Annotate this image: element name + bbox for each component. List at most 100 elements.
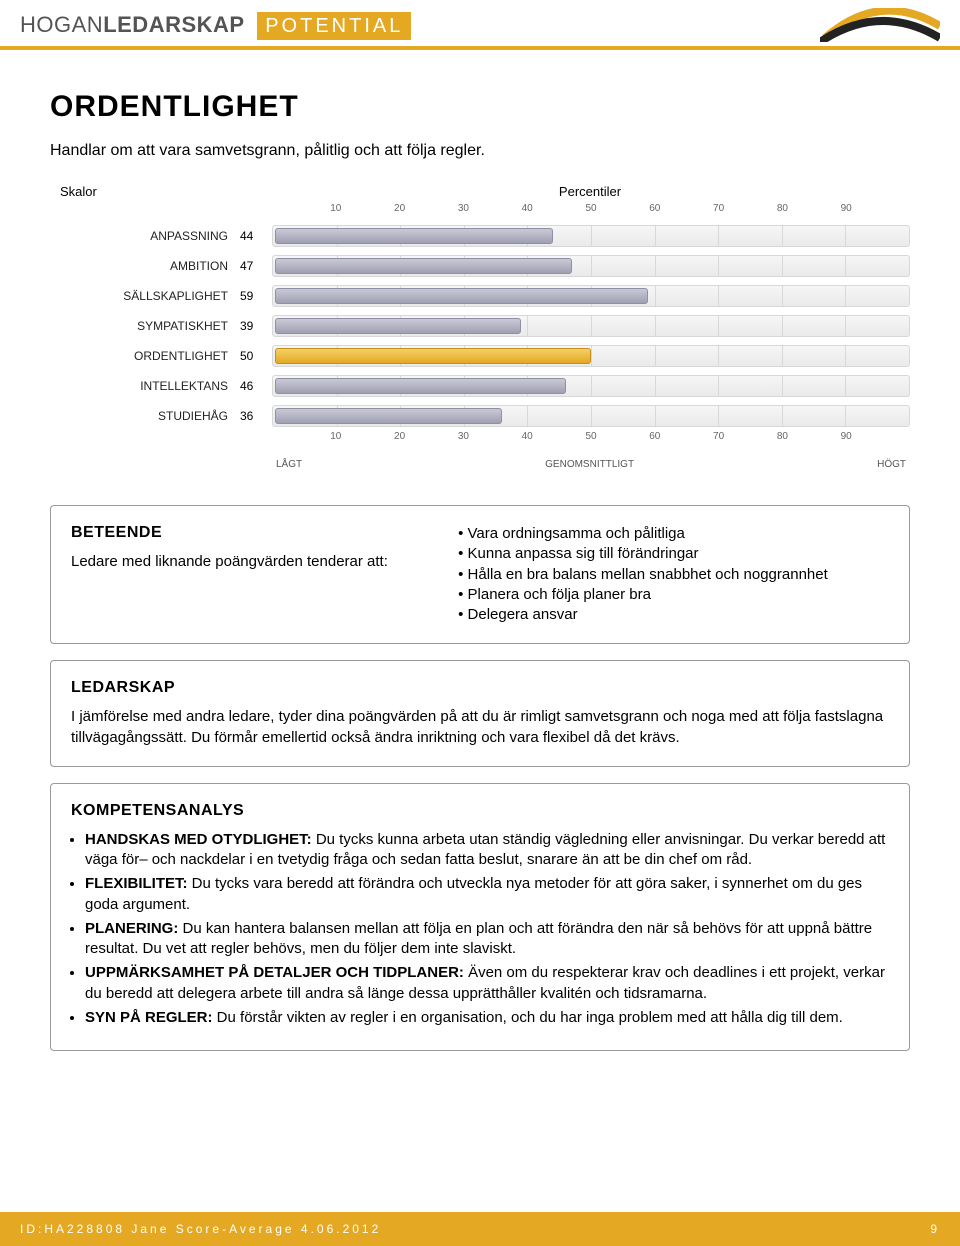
axis-tick: 20 — [394, 203, 405, 214]
footer-page-number: 9 — [930, 1222, 940, 1236]
footer-id: ID:HA228808 Jane Score-Average 4.06.2012 — [20, 1222, 381, 1236]
bar-row: SYMPATISKHET39 — [50, 311, 910, 341]
page-subtitle: Handlar om att vara samvetsgrann, pålitl… — [50, 142, 910, 160]
kompetens-item: SYN PÅ REGLER: Du förstår vikten av regl… — [85, 1008, 889, 1028]
swoosh-icon — [820, 8, 940, 42]
kompetens-item: PLANERING: Du kan hantera balansen mella… — [85, 919, 889, 960]
bar-value: 47 — [240, 259, 272, 273]
axis-tick: 40 — [522, 431, 533, 442]
axis-tick: 80 — [777, 203, 788, 214]
bar-fill — [275, 408, 502, 424]
beteende-intro: Ledare med liknande poängvärden tenderar… — [71, 552, 430, 572]
percentile-chart: Skalor Percentiler 10 20 30 40 50 60 70 80 90 AN… — [50, 184, 910, 475]
bar-label: INTELLEKTANS — [50, 379, 240, 393]
bar-value: 44 — [240, 229, 272, 243]
bar-row: SÄLLSKAPLIGHET59 — [50, 281, 910, 311]
beteende-list: Vara ordningsamma och pålitligaKunna anp… — [458, 524, 889, 625]
beteende-item: Delegera ansvar — [458, 605, 889, 625]
axis-tick: 10 — [330, 203, 341, 214]
bar-label: ANPASSNING — [50, 229, 240, 243]
axis-tick: 60 — [649, 431, 660, 442]
bar-track — [272, 315, 910, 337]
brand-bold: LEDARSKAP — [103, 12, 244, 37]
brand-badge: POTENTIAL — [257, 12, 411, 40]
kompetens-item: HANDSKAS MED OTYDLIGHET: Du tycks kunna … — [85, 830, 889, 871]
bar-fill — [275, 228, 553, 244]
axis-tick: 30 — [458, 431, 469, 442]
bar-track — [272, 375, 910, 397]
page-title: ORDENTLIGHET — [50, 90, 910, 124]
bar-fill — [275, 318, 521, 334]
bar-row: INTELLEKTANS46 — [50, 371, 910, 401]
bar-value: 39 — [240, 319, 272, 333]
chart-percentiler-label: Percentiler — [240, 184, 910, 199]
kompetens-box: KOMPETENSANALYS HANDSKAS MED OTYDLIGHET:… — [50, 783, 910, 1051]
axis-tick: 50 — [585, 431, 596, 442]
bar-label: SYMPATISKHET — [50, 319, 240, 333]
bar-fill — [275, 288, 648, 304]
bar-track — [272, 225, 910, 247]
kompetens-lead: FLEXIBILITET: — [85, 875, 188, 892]
brand-title: HOGANLEDARSKAP POTENTIAL — [20, 12, 411, 38]
chart-skalor-label: Skalor — [50, 184, 240, 199]
axis-tick: 70 — [713, 203, 724, 214]
bar-label: AMBITION — [50, 259, 240, 273]
legend-mid: GENOMSNITTLIGT — [545, 459, 634, 470]
kompetens-lead: SYN PÅ REGLER: — [85, 1009, 213, 1026]
kompetens-text: Du förstår vikten av regler i en organis… — [213, 1009, 843, 1026]
bar-row: ORDENTLIGHET50 — [50, 341, 910, 371]
page-footer: ID:HA228808 Jane Score-Average 4.06.2012… — [0, 1212, 960, 1246]
axis-top: 10 20 30 40 50 60 70 80 90 — [50, 203, 910, 221]
beteende-item: Planera och följa planer bra — [458, 585, 889, 605]
axis-ticks-bottom: 10 20 30 40 50 60 70 80 90 — [272, 431, 910, 449]
bar-value: 50 — [240, 349, 272, 363]
kompetens-lead: UPPMÄRKSAMHET PÅ DETALJER OCH TIDPLANER: — [85, 964, 464, 981]
report-header: HOGANLEDARSKAP POTENTIAL — [0, 0, 960, 50]
axis-tick: 80 — [777, 431, 788, 442]
bar-value: 36 — [240, 409, 272, 423]
legend-low: LÅGT — [276, 459, 302, 470]
bar-fill — [275, 348, 591, 364]
ledarskap-heading: LEDARSKAP — [71, 679, 889, 697]
bar-value: 59 — [240, 289, 272, 303]
bar-fill — [275, 378, 566, 394]
axis-tick: 90 — [841, 431, 852, 442]
axis-tick: 20 — [394, 431, 405, 442]
kompetens-item: FLEXIBILITET: Du tycks vara beredd att f… — [85, 874, 889, 915]
beteende-item: Kunna anpassa sig till förändringar — [458, 544, 889, 564]
bar-track — [272, 405, 910, 427]
ledarskap-text: I jämförelse med andra ledare, tyder din… — [71, 707, 889, 748]
kompetens-text: Du kan hantera balansen mellan att följa… — [85, 920, 872, 957]
axis-tick: 30 — [458, 203, 469, 214]
axis-tick: 90 — [841, 203, 852, 214]
bar-label: ORDENTLIGHET — [50, 349, 240, 363]
legend-high: HÖGT — [877, 459, 906, 470]
bar-track — [272, 285, 910, 307]
bar-row: AMBITION47 — [50, 251, 910, 281]
bar-track — [272, 345, 910, 367]
bar-label: STUDIEHÅG — [50, 409, 240, 423]
beteende-item: Vara ordningsamma och pålitliga — [458, 524, 889, 544]
bar-row: ANPASSNING44 — [50, 221, 910, 251]
bar-track — [272, 255, 910, 277]
axis-tick: 40 — [522, 203, 533, 214]
axis-bottom: 10 20 30 40 50 60 70 80 90 — [50, 431, 910, 449]
kompetens-lead: HANDSKAS MED OTYDLIGHET: — [85, 831, 312, 848]
ledarskap-box: LEDARSKAP I jämförelse med andra ledare,… — [50, 660, 910, 767]
bar-fill — [275, 258, 572, 274]
beteende-box: BETEENDE Ledare med liknande poängvärden… — [50, 505, 910, 644]
axis-tick: 50 — [585, 203, 596, 214]
axis-ticks-top: 10 20 30 40 50 60 70 80 90 — [272, 203, 910, 221]
beteende-heading: BETEENDE — [71, 524, 430, 542]
brand-light: HOGAN — [20, 12, 103, 37]
page-content: ORDENTLIGHET Handlar om att vara samvets… — [0, 50, 960, 1087]
kompetens-text: Du tycks vara beredd att förändra och ut… — [85, 875, 862, 912]
bar-row: STUDIEHÅG36 — [50, 401, 910, 431]
axis-tick: 60 — [649, 203, 660, 214]
bar-value: 46 — [240, 379, 272, 393]
kompetens-lead: PLANERING: — [85, 920, 178, 937]
kompetens-list: HANDSKAS MED OTYDLIGHET: Du tycks kunna … — [71, 830, 889, 1028]
axis-tick: 10 — [330, 431, 341, 442]
chart-bars: ANPASSNING44AMBITION47SÄLLSKAPLIGHET59SY… — [50, 221, 910, 431]
axis-tick: 70 — [713, 431, 724, 442]
